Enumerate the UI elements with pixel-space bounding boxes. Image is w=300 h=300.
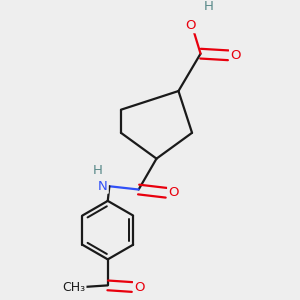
Text: N: N bbox=[98, 180, 108, 193]
Text: H: H bbox=[92, 164, 102, 177]
Text: O: O bbox=[134, 280, 145, 293]
Text: CH₃: CH₃ bbox=[63, 280, 86, 293]
Text: O: O bbox=[230, 49, 241, 62]
Text: O: O bbox=[168, 186, 178, 199]
Text: H: H bbox=[204, 0, 214, 13]
Text: O: O bbox=[186, 19, 196, 32]
